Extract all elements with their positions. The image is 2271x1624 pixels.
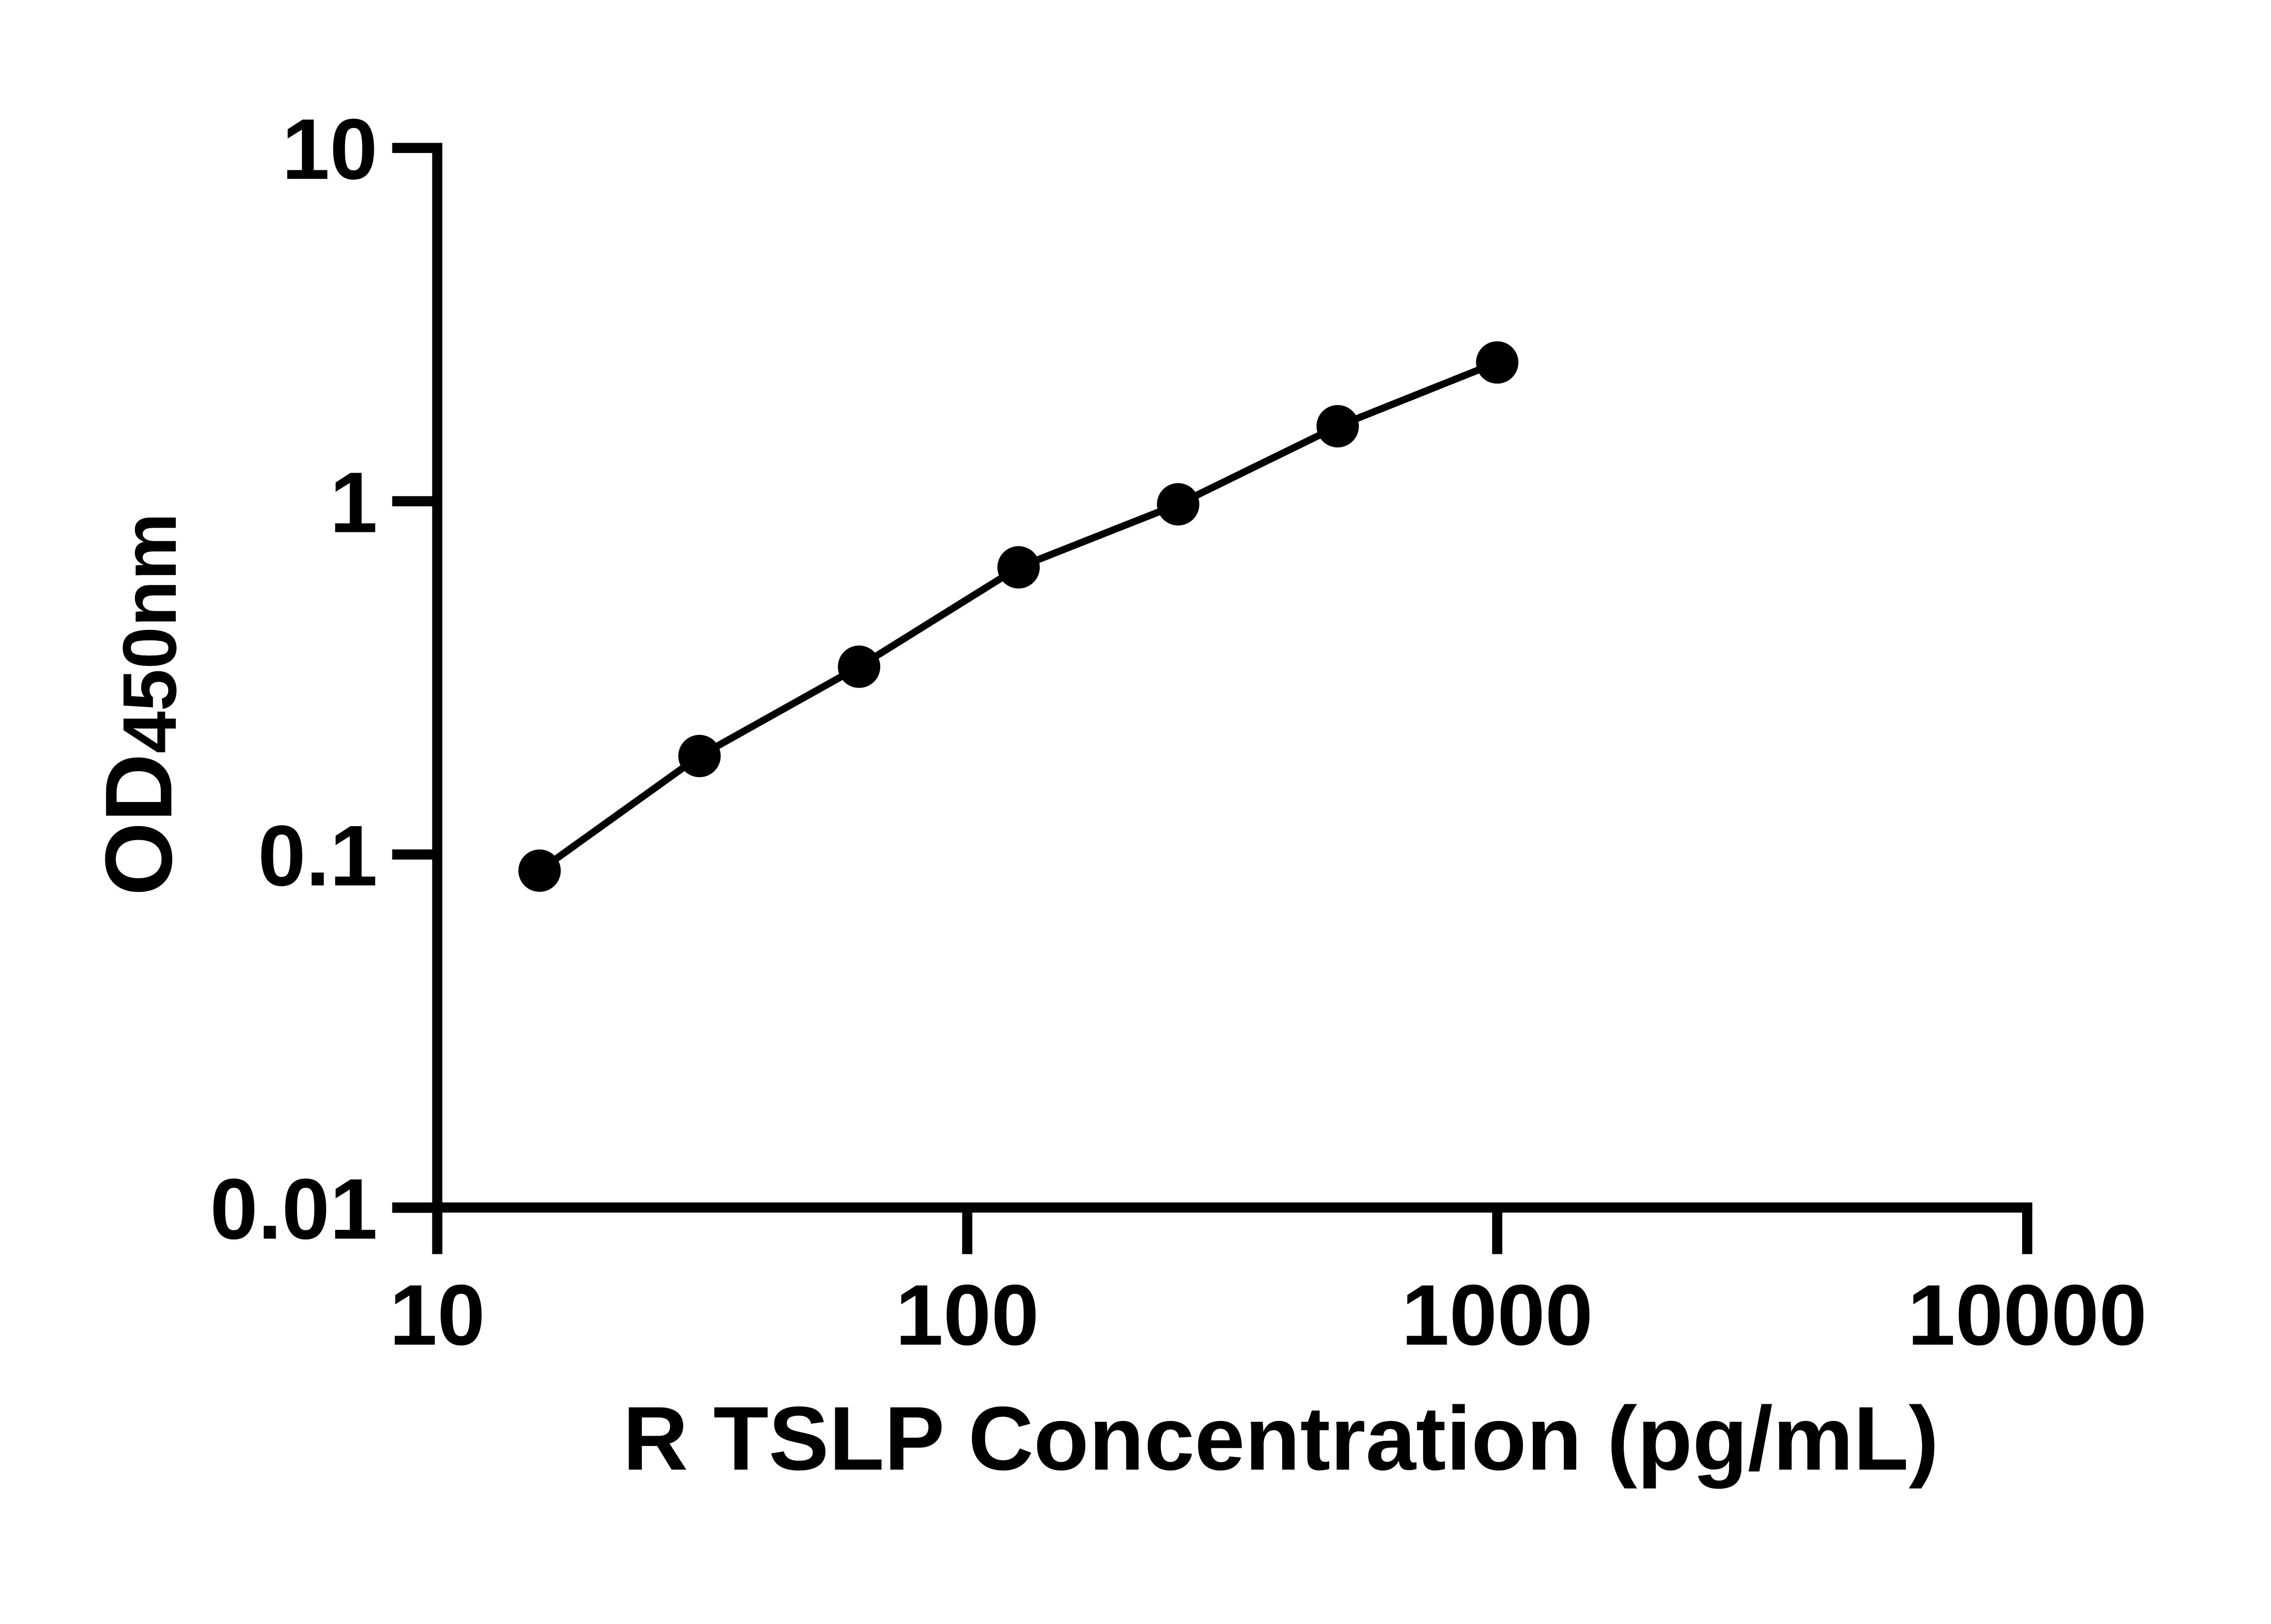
y-tick-label: 0.1 — [258, 808, 378, 904]
x-axis-title: R TSLP Concentration (pg/mL) — [623, 1388, 1939, 1489]
data-point — [838, 645, 881, 688]
x-tick-label: 1000 — [1401, 1267, 1593, 1363]
y-tick-label: 1 — [330, 455, 377, 551]
y-axis-title-subscript: 450nm — [108, 513, 192, 753]
data-point — [518, 849, 561, 892]
chart-figure: 10 1 0.1 0.01 10 100 1000 10000 R TSLP Concentr… — [86, 101, 2147, 1490]
y-axis-title-main: OD — [86, 753, 192, 896]
data-point — [997, 546, 1040, 589]
y-tick-label: 10 — [282, 101, 377, 198]
x-tick-label: 10000 — [1908, 1267, 2147, 1363]
y-tick-label: 0.01 — [210, 1161, 377, 1258]
x-tick-label: 10 — [389, 1267, 485, 1363]
data-point — [1157, 483, 1200, 526]
y-axis-title: OD450nm — [86, 513, 192, 896]
data-point — [1316, 405, 1359, 448]
data-point — [1476, 341, 1519, 384]
x-tick-label: 100 — [895, 1267, 1039, 1363]
data-point — [678, 735, 721, 777]
